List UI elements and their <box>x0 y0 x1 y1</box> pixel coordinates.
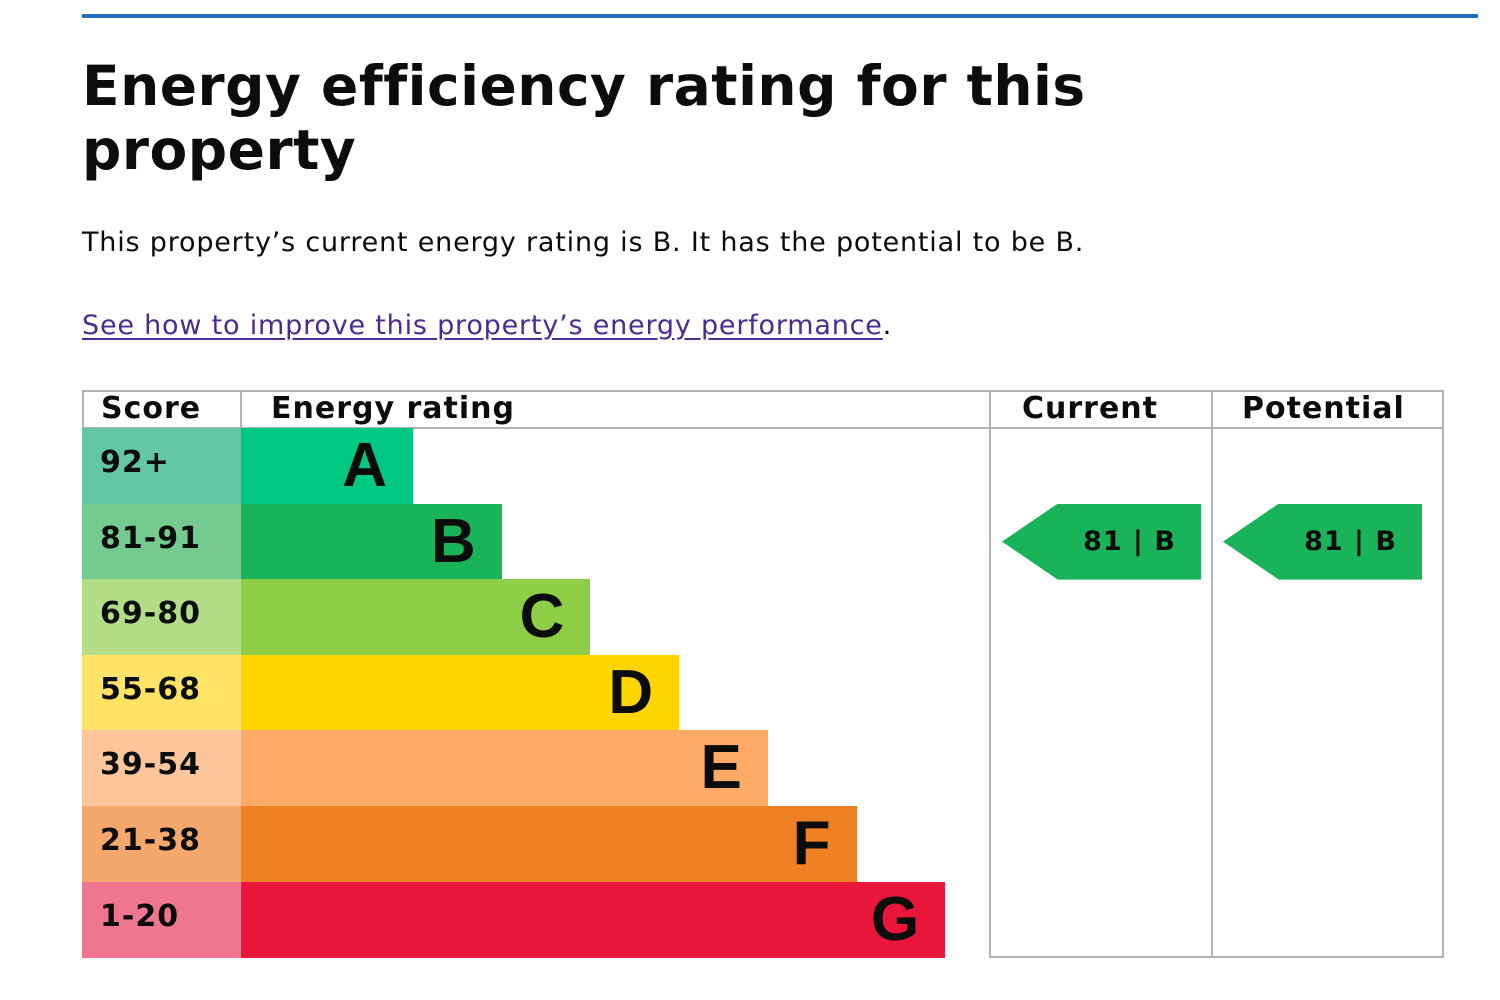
table-border-bottom <box>989 956 1444 958</box>
score-cell-g: 1-20 <box>82 881 241 958</box>
rating-band-a: A <box>241 428 413 504</box>
header-potential: Potential <box>1242 391 1405 426</box>
table-border-right <box>1442 390 1444 958</box>
current-rating-arrow: 81 | B <box>1002 503 1201 580</box>
score-cell-e: 39-54 <box>82 730 241 807</box>
potential-rating-arrow: 81 | B <box>1223 503 1422 580</box>
rating-band-g: G <box>241 881 946 958</box>
rating-band-f: F <box>241 806 857 882</box>
header-current: Current <box>1022 391 1159 426</box>
table-border-top <box>82 390 1444 392</box>
rating-band-b: B <box>241 503 502 580</box>
current-column-divider <box>989 390 991 958</box>
rating-band-e: E <box>241 730 768 807</box>
score-cell-a: 92+ <box>82 428 241 504</box>
header-divider <box>82 427 1444 429</box>
score-cell-d: 55-68 <box>82 654 241 731</box>
rating-band-d: D <box>241 654 680 731</box>
potential-column-divider <box>1211 390 1213 958</box>
improve-link-line: See how to improve this property’s energ… <box>82 309 892 343</box>
top-rule <box>82 14 1478 18</box>
table-border-left <box>82 390 84 428</box>
energy-rating-table: Score Energy rating Current Potential 92… <box>82 390 1444 958</box>
improve-performance-link[interactable]: See how to improve this property’s energ… <box>82 310 883 341</box>
link-suffix: . <box>882 310 893 341</box>
rating-band-c: C <box>241 579 591 656</box>
score-cell-b: 81-91 <box>82 503 241 580</box>
rating-summary: This property’s current energy rating is… <box>82 227 1085 258</box>
header-score: Score <box>101 391 202 426</box>
score-cell-c: 69-80 <box>82 579 241 656</box>
score-column-divider <box>240 390 242 428</box>
header-energy-rating: Energy rating <box>271 391 515 426</box>
page-title: Energy efficiency rating for this proper… <box>82 54 1086 182</box>
score-cell-f: 21-38 <box>82 806 241 882</box>
